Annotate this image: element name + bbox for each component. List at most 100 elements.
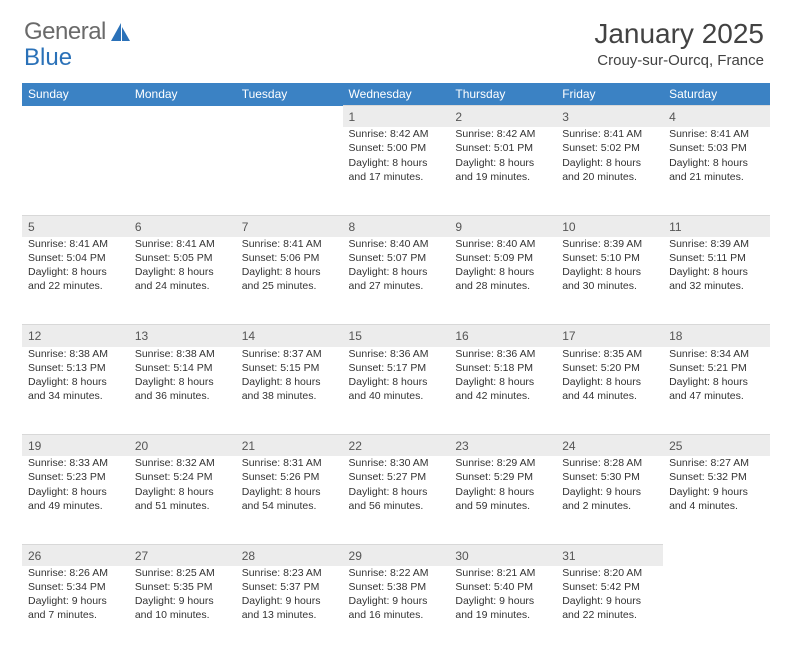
day-number: 18	[663, 325, 770, 347]
col-thursday: Thursday	[449, 83, 556, 106]
day-cell: Sunrise: 8:27 AMSunset: 5:32 PMDaylight:…	[663, 456, 770, 544]
day-number: 16	[449, 325, 556, 347]
col-tuesday: Tuesday	[236, 83, 343, 106]
daylight-text: Daylight: 8 hours and 51 minutes.	[135, 485, 230, 513]
day-number: 22	[343, 435, 450, 457]
sunset-text: Sunset: 5:15 PM	[242, 361, 337, 375]
daylight-text: Daylight: 9 hours and 7 minutes.	[28, 594, 123, 622]
sunrise-text: Sunrise: 8:38 AM	[28, 347, 123, 361]
day-cell: Sunrise: 8:21 AMSunset: 5:40 PMDaylight:…	[449, 566, 556, 654]
day-number: 11	[663, 215, 770, 237]
day-cell: Sunrise: 8:28 AMSunset: 5:30 PMDaylight:…	[556, 456, 663, 544]
sunset-text: Sunset: 5:00 PM	[349, 141, 444, 155]
day-number: 27	[129, 544, 236, 566]
day-cell: Sunrise: 8:42 AMSunset: 5:01 PMDaylight:…	[449, 127, 556, 215]
sunset-text: Sunset: 5:32 PM	[669, 470, 764, 484]
page-title: January 2025	[594, 18, 764, 50]
sunset-text: Sunset: 5:03 PM	[669, 141, 764, 155]
day-number: 10	[556, 215, 663, 237]
sunrise-text: Sunrise: 8:36 AM	[349, 347, 444, 361]
week-row: Sunrise: 8:26 AMSunset: 5:34 PMDaylight:…	[22, 566, 770, 654]
daylight-text: Daylight: 8 hours and 25 minutes.	[242, 265, 337, 293]
sunrise-text: Sunrise: 8:25 AM	[135, 566, 230, 580]
day-number	[663, 544, 770, 566]
sunset-text: Sunset: 5:02 PM	[562, 141, 657, 155]
daylight-text: Daylight: 9 hours and 22 minutes.	[562, 594, 657, 622]
daynum-row: 19202122232425	[22, 435, 770, 457]
week-row: Sunrise: 8:42 AM Sunset: 5:00 PM Daylight:…	[22, 127, 770, 215]
day-cell: Sunrise: 8:41 AMSunset: 5:05 PMDaylight:…	[129, 237, 236, 325]
day-number: 12	[22, 325, 129, 347]
week-row: Sunrise: 8:33 AMSunset: 5:23 PMDaylight:…	[22, 456, 770, 544]
day-cell	[22, 127, 129, 215]
daylight-text: Daylight: 8 hours and 32 minutes.	[669, 265, 764, 293]
day-header-row: Sunday Monday Tuesday Wednesday Thursday…	[22, 83, 770, 106]
sunset-text: Sunset: 5:14 PM	[135, 361, 230, 375]
sunset-text: Sunset: 5:29 PM	[455, 470, 550, 484]
sunset-text: Sunset: 5:38 PM	[349, 580, 444, 594]
day-number: 14	[236, 325, 343, 347]
day-cell: Sunrise: 8:41 AMSunset: 5:02 PMDaylight:…	[556, 127, 663, 215]
logo-word-blue: Blue	[24, 44, 72, 72]
day-cell: Sunrise: 8:41 AMSunset: 5:06 PMDaylight:…	[236, 237, 343, 325]
sunset-text: Sunset: 5:06 PM	[242, 251, 337, 265]
sunset-text: Sunset: 5:37 PM	[242, 580, 337, 594]
day-number: 23	[449, 435, 556, 457]
sunset-text: Sunset: 5:34 PM	[28, 580, 123, 594]
daylight-text: Daylight: 8 hours and 21 minutes.	[669, 156, 764, 184]
sunrise-text: Sunrise: 8:26 AM	[28, 566, 123, 580]
daylight-text: Daylight: 9 hours and 19 minutes.	[455, 594, 550, 622]
sunrise-text: Sunrise: 8:27 AM	[669, 456, 764, 470]
daylight-text: Daylight: 8 hours and 56 minutes.	[349, 485, 444, 513]
day-number: 6	[129, 215, 236, 237]
sunset-text: Sunset: 5:04 PM	[28, 251, 123, 265]
sunset-text: Sunset: 5:17 PM	[349, 361, 444, 375]
day-number: 28	[236, 544, 343, 566]
day-cell	[663, 566, 770, 654]
col-friday: Friday	[556, 83, 663, 106]
daylight-text: Daylight: 8 hours and 20 minutes.	[562, 156, 657, 184]
day-number: 5	[22, 215, 129, 237]
logo: General	[24, 18, 134, 46]
sunrise-text: Sunrise: 8:42 AM	[455, 127, 550, 141]
day-number: 29	[343, 544, 450, 566]
daylight-text: Daylight: 9 hours and 10 minutes.	[135, 594, 230, 622]
daylight-text: Daylight: 8 hours and 54 minutes.	[242, 485, 337, 513]
day-cell: Sunrise: 8:40 AMSunset: 5:09 PMDaylight:…	[449, 237, 556, 325]
week-row: Sunrise: 8:41 AMSunset: 5:04 PMDaylight:…	[22, 237, 770, 325]
day-number: 15	[343, 325, 450, 347]
day-cell: Sunrise: 8:25 AMSunset: 5:35 PMDaylight:…	[129, 566, 236, 654]
day-cell: Sunrise: 8:35 AMSunset: 5:20 PMDaylight:…	[556, 347, 663, 435]
daylight-text: Daylight: 9 hours and 13 minutes.	[242, 594, 337, 622]
sunset-text: Sunset: 5:23 PM	[28, 470, 123, 484]
daylight-text: Daylight: 8 hours and 27 minutes.	[349, 265, 444, 293]
daylight-text: Daylight: 8 hours and 19 minutes.	[455, 156, 550, 184]
sunset-text: Sunset: 5:24 PM	[135, 470, 230, 484]
daylight-text: Daylight: 8 hours and 28 minutes.	[455, 265, 550, 293]
sunrise-text: Sunrise: 8:21 AM	[455, 566, 550, 580]
daylight-text: Daylight: 9 hours and 16 minutes.	[349, 594, 444, 622]
daylight-text: Daylight: 8 hours and 49 minutes.	[28, 485, 123, 513]
sunrise-text: Sunrise: 8:41 AM	[669, 127, 764, 141]
sunrise-text: Sunrise: 8:37 AM	[242, 347, 337, 361]
day-number: 26	[22, 544, 129, 566]
day-number: 31	[556, 544, 663, 566]
sunset-text: Sunset: 5:21 PM	[669, 361, 764, 375]
col-saturday: Saturday	[663, 83, 770, 106]
day-cell: Sunrise: 8:42 AMSunset: 5:00 PMDaylight:…	[343, 127, 450, 215]
col-wednesday: Wednesday	[343, 83, 450, 106]
sail-icon	[108, 21, 132, 43]
calendar-table: Sunday Monday Tuesday Wednesday Thursday…	[22, 83, 770, 654]
logo-word-general: General	[24, 18, 106, 46]
week-row: Sunrise: 8:38 AMSunset: 5:13 PMDaylight:…	[22, 347, 770, 435]
day-cell: Sunrise: 8:22 AMSunset: 5:38 PMDaylight:…	[343, 566, 450, 654]
sunrise-text: Sunrise: 8:28 AM	[562, 456, 657, 470]
sunrise-text: Sunrise: 8:30 AM	[349, 456, 444, 470]
sunset-text: Sunset: 5:05 PM	[135, 251, 230, 265]
sunrise-text: Sunrise: 8:33 AM	[28, 456, 123, 470]
sunrise-text: Sunrise: 8:40 AM	[455, 237, 550, 251]
day-cell: Sunrise: 8:36 AMSunset: 5:17 PMDaylight:…	[343, 347, 450, 435]
daylight-text: Daylight: 8 hours and 59 minutes.	[455, 485, 550, 513]
day-number: 21	[236, 435, 343, 457]
sunrise-text: Sunrise: 8:39 AM	[669, 237, 764, 251]
